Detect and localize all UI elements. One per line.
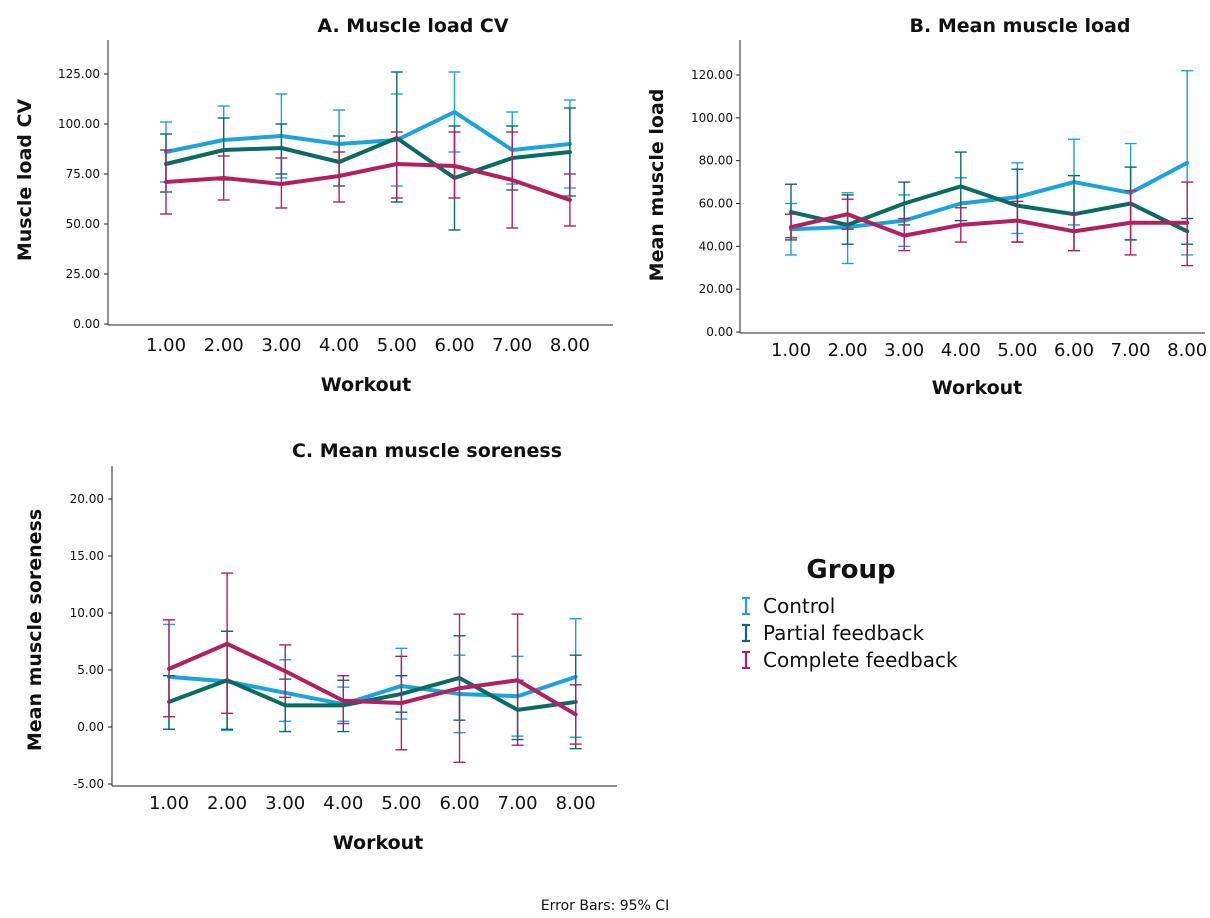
x-tick-label: 6.00 [434, 335, 474, 356]
x-tick-label: 7.00 [492, 335, 532, 356]
y-tick-label: 15.00 [70, 549, 104, 563]
y-tick-label: 120.00 [691, 68, 733, 82]
series-line [789, 184, 1190, 234]
panel-c-ylabel: Mean muscle soreness [24, 509, 46, 751]
panel-b-ylabel: Mean muscle load [646, 89, 668, 282]
x-tick-label: 5.00 [997, 340, 1037, 361]
panel-b-title: B. Mean muscle load [910, 15, 1131, 37]
x-tick-label: 3.00 [265, 793, 305, 814]
y-tick-label: 60.00 [699, 197, 733, 211]
panel-b-plot: 0.00 20.00 40.00 60.00 80.00 100.00 120.00 1.00… [691, 40, 1207, 361]
y-tick-label: 0.00 [73, 317, 100, 331]
x-tick-label: 2.00 [207, 793, 247, 814]
legend-label: Partial feedback [763, 621, 925, 645]
y-tick-label: 10.00 [70, 606, 104, 620]
series-control [163, 618, 582, 738]
legend-label: Control [763, 594, 835, 618]
y-tick-label: 40.00 [699, 239, 733, 253]
x-tick-label: 4.00 [941, 340, 981, 361]
y-tick-label: 100.00 [691, 111, 733, 125]
panel-a-title: A. Muscle load CV [317, 15, 508, 37]
y-tick-label: 20.00 [699, 282, 733, 296]
x-tick-label: 6.00 [1054, 340, 1094, 361]
y-tick-label: 100.00 [58, 117, 100, 131]
series-line [164, 162, 572, 202]
x-tick-label: 3.00 [261, 335, 301, 356]
x-tick-label: 7.00 [1111, 340, 1151, 361]
legend-title: Group [806, 555, 895, 585]
panel-a-xlabel: Workout [321, 374, 412, 396]
y-tick-label: 20.00 [70, 492, 104, 506]
y-tick-label: 25.00 [66, 267, 100, 281]
y-tick-label: 0.00 [706, 325, 733, 339]
series-complete-feedback [160, 131, 576, 229]
error-bars-note: Error Bars: 95% CI [541, 898, 669, 914]
panel-b-xlabel: Workout [932, 377, 1023, 399]
x-tick-label: 1.00 [149, 793, 189, 814]
x-tick-label: 2.00 [828, 340, 868, 361]
x-tick-label: 2.00 [204, 335, 244, 356]
x-tick-label: 5.00 [377, 335, 417, 356]
y-tick-label: 80.00 [699, 154, 733, 168]
legend-item: Complete feedback [742, 648, 958, 672]
series-line [164, 110, 572, 154]
series-complete-feedback [785, 181, 1194, 267]
x-tick-label: 3.00 [884, 340, 924, 361]
legend-item: Control [742, 594, 835, 618]
x-tick-label: 1.00 [771, 340, 811, 361]
series-line [789, 212, 1190, 238]
x-tick-label: 8.00 [556, 793, 596, 814]
x-tick-label: 5.00 [381, 793, 421, 814]
series-line [164, 136, 572, 180]
legend-item: Partial feedback [742, 621, 925, 645]
series-line [789, 160, 1190, 232]
legend: Group Control Partial feedback Complete fe… [742, 555, 958, 672]
y-tick-label: -5.00 [73, 777, 104, 791]
panel-c-plot: -5.00 0.00 5.00 10.00 15.00 20.00 1.00 2.00 3.00… [70, 466, 617, 814]
panel-a-plot: 0.00 25.00 50.00 75.00 100.00 125.00 1.00 2.00 3… [58, 40, 613, 356]
series-line [167, 675, 578, 712]
x-tick-label: 8.00 [1167, 340, 1207, 361]
y-tick-label: 125.00 [58, 67, 100, 81]
y-tick-label: 50.00 [66, 217, 100, 231]
y-tick-label: 0.00 [77, 720, 104, 734]
y-tick-label: 5.00 [77, 663, 104, 677]
x-tick-label: 6.00 [439, 793, 479, 814]
legend-label: Complete feedback [763, 648, 958, 672]
x-tick-label: 4.00 [319, 335, 359, 356]
x-tick-label: 4.00 [323, 793, 363, 814]
x-tick-label: 7.00 [498, 793, 538, 814]
panel-a-ylabel: Muscle load CV [14, 99, 36, 262]
panel-c-title: C. Mean muscle soreness [292, 440, 562, 462]
x-tick-label: 1.00 [146, 335, 186, 356]
series-complete-feedback [163, 572, 582, 764]
panel-c-xlabel: Workout [333, 832, 424, 854]
y-tick-label: 75.00 [66, 167, 100, 181]
x-tick-label: 8.00 [550, 335, 590, 356]
series-line [167, 641, 578, 717]
